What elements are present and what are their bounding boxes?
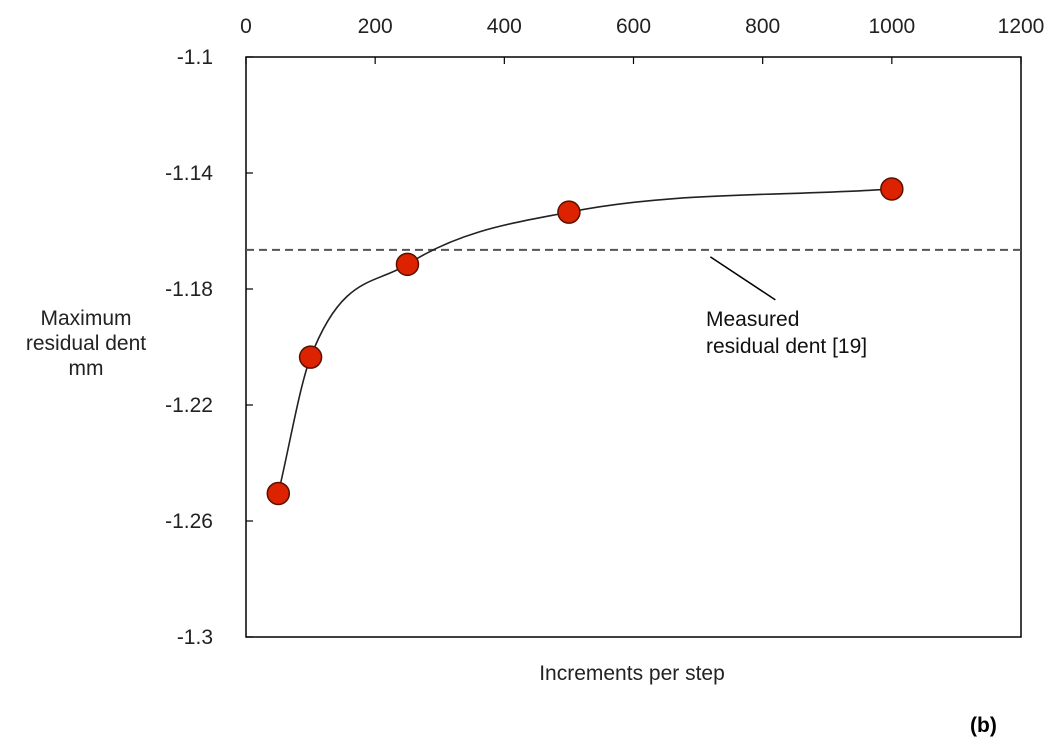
x-tick-label: 200 bbox=[358, 15, 393, 38]
annotation-text-line: residual dent [19] bbox=[706, 335, 867, 358]
plot-area bbox=[245, 56, 1022, 638]
y-tick-label: -1.3 bbox=[177, 626, 213, 649]
data-point bbox=[880, 177, 904, 201]
annotation-leader-line bbox=[709, 256, 776, 301]
x-tick-label: 1200 bbox=[998, 15, 1045, 38]
x-axis-title: Increments per step bbox=[539, 662, 725, 685]
fit-curve bbox=[277, 188, 892, 494]
x-axis-ticks: 0 200 400 600 800 1000 1200 bbox=[240, 15, 1044, 64]
y-tick-label: -1.18 bbox=[165, 278, 213, 301]
panel-label: (b) bbox=[970, 714, 997, 737]
y-tick-label: -1.14 bbox=[165, 162, 213, 185]
data-point bbox=[557, 200, 581, 224]
data-point bbox=[395, 252, 420, 277]
y-tick-label: -1.22 bbox=[165, 394, 213, 417]
annotation-text-line: Measured bbox=[706, 308, 799, 331]
x-tick-label: 1000 bbox=[868, 15, 915, 38]
y-axis-title-line: residual dent bbox=[26, 332, 146, 355]
x-tick-label: 800 bbox=[745, 15, 780, 38]
y-axis-title-line: mm bbox=[69, 357, 104, 380]
x-tick-label: 0 bbox=[240, 15, 252, 38]
x-tick-label: 600 bbox=[616, 15, 651, 38]
y-tick-label: -1.26 bbox=[165, 510, 213, 533]
y-tick-label: -1.1 bbox=[177, 46, 213, 69]
x-tick-label: 400 bbox=[487, 15, 522, 38]
y-axis-title-line: Maximum bbox=[40, 307, 131, 330]
y-axis-ticks: -1.1 -1.14 -1.18 -1.22 -1.26 -1.3 bbox=[165, 46, 253, 649]
annotation: Measured residual dent [19] bbox=[706, 256, 867, 358]
plot-frame bbox=[245, 56, 1022, 638]
data-point bbox=[298, 345, 323, 369]
data-point bbox=[266, 481, 291, 506]
